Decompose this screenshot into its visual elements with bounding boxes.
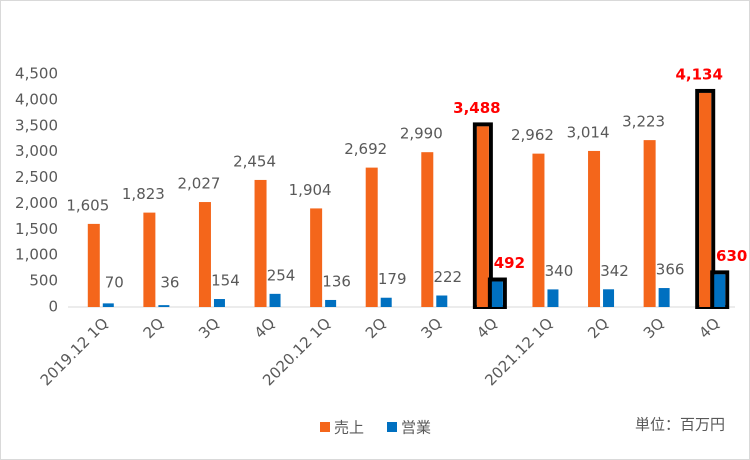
unit-annotation: 単位：百万円 [635, 416, 725, 434]
bar [421, 152, 434, 307]
data-label: 340 [545, 262, 574, 280]
legend-label: 売上 [334, 419, 364, 437]
bar [547, 289, 559, 307]
y-tick-label: 0 [48, 298, 58, 316]
bar [380, 297, 392, 307]
data-label: 492 [494, 254, 525, 272]
bar [643, 140, 656, 307]
data-label: 2,962 [511, 126, 554, 144]
data-label: 4,134 [675, 65, 722, 83]
data-label: 254 [267, 266, 296, 284]
bar [588, 150, 601, 307]
bar [365, 167, 378, 307]
y-tick-label: 2,500 [15, 168, 58, 186]
data-label: 1,823 [122, 185, 165, 203]
bar [213, 299, 225, 307]
y-tick-label: 1,000 [15, 246, 58, 264]
bar [436, 295, 448, 307]
bar [102, 303, 114, 307]
data-label: 342 [600, 262, 629, 280]
bar [603, 289, 615, 307]
y-tick-label: 500 [29, 272, 58, 290]
y-tick-label: 4,500 [15, 65, 58, 83]
bar [658, 288, 670, 307]
bar [143, 212, 156, 307]
data-label: 154 [211, 272, 240, 290]
bar [532, 153, 545, 307]
data-label: 70 [105, 274, 124, 292]
y-tick-label: 4,000 [15, 90, 58, 108]
data-label: 2,692 [344, 140, 387, 158]
bar [198, 202, 211, 307]
bar [699, 92, 712, 307]
bar [310, 208, 323, 307]
data-label: 136 [322, 272, 351, 290]
y-tick-label: 3,500 [15, 116, 58, 134]
y-tick-label: 3,000 [15, 142, 58, 160]
legend-swatch [387, 422, 397, 432]
data-label: 3,488 [453, 99, 500, 117]
legend-swatch [320, 422, 330, 432]
bar [158, 305, 170, 307]
bar [269, 293, 281, 307]
bar [476, 126, 489, 307]
data-label: 36 [160, 274, 179, 292]
data-label: 630 [716, 247, 747, 265]
y-tick-label: 2,000 [15, 194, 58, 212]
bar [87, 223, 100, 307]
data-label: 366 [656, 261, 685, 279]
data-label: 179 [378, 270, 407, 288]
data-label: 1,904 [289, 181, 332, 199]
data-label: 2,027 [177, 175, 220, 193]
data-label: 222 [433, 268, 462, 286]
data-label: 2,990 [400, 125, 443, 143]
bar [325, 299, 337, 307]
data-label: 3,223 [622, 113, 665, 131]
legend-label: 営業 [401, 419, 431, 437]
bar [254, 179, 267, 307]
bar [714, 274, 726, 307]
data-label: 2,454 [233, 152, 276, 170]
y-tick-label: 1,500 [15, 220, 58, 238]
bar [491, 281, 503, 307]
data-label: 3,014 [567, 123, 610, 141]
data-label: 1,605 [66, 196, 109, 214]
